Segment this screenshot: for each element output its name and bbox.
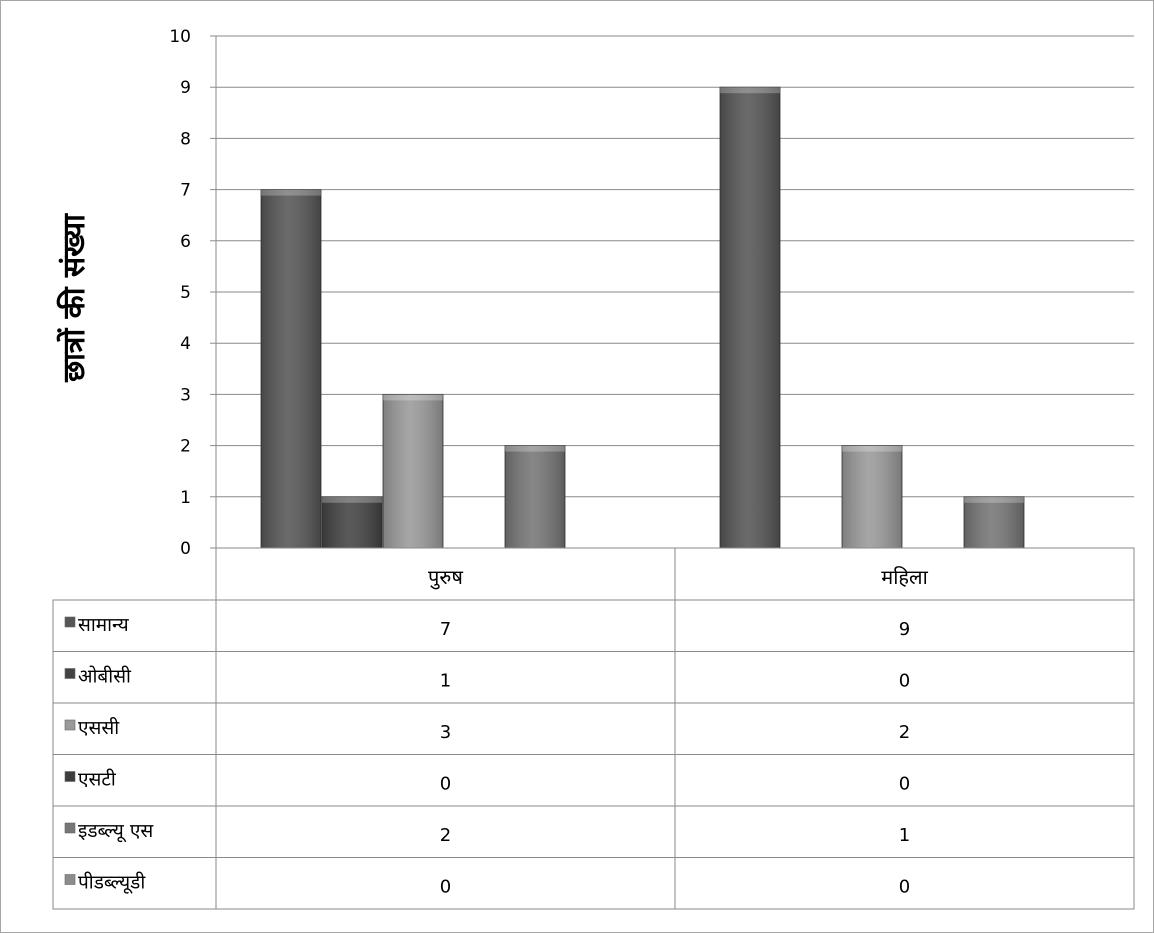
table-value: 0	[899, 671, 910, 692]
y-tick-label: 0	[180, 539, 191, 559]
category-label: महिला	[881, 565, 928, 589]
table-value: 1	[899, 825, 910, 846]
table-value: 0	[440, 774, 451, 795]
legend-swatch	[64, 616, 76, 628]
bar-cap	[261, 189, 321, 196]
table-row	[52, 702, 1135, 755]
bar-cap	[322, 496, 382, 503]
table-value: 0	[440, 877, 451, 898]
bar-shading	[261, 189, 321, 548]
bar-shading	[383, 394, 443, 548]
y-tick-label: 8	[180, 129, 191, 149]
y-tick-label: 4	[180, 334, 191, 354]
legend-label: एसटी	[78, 768, 117, 791]
legend-swatch	[64, 822, 76, 834]
bar-shading	[505, 445, 565, 548]
y-tick-label: 7	[180, 181, 191, 201]
legend-label: एससी	[78, 716, 120, 739]
table-row	[52, 754, 1135, 807]
table-value: 9	[899, 619, 910, 640]
y-axis-title: छात्रों की संख्या	[56, 213, 92, 383]
table-row	[52, 599, 1135, 652]
table-value: 3	[440, 722, 451, 743]
legend-swatch	[64, 668, 76, 679]
table-value: 2	[899, 722, 910, 743]
table-row	[52, 805, 1135, 858]
table-value: 1	[440, 671, 451, 692]
bar-shading	[322, 496, 382, 548]
table-value: 7	[440, 619, 451, 640]
legend-label: पीडब्ल्यूडी	[78, 871, 146, 895]
legend-label: इडब्ल्यू एस	[78, 820, 154, 843]
y-tick-label: 9	[180, 78, 191, 98]
y-tick-label: 2	[180, 437, 191, 457]
bar-cap	[383, 394, 443, 401]
y-tick-label: 5	[180, 283, 191, 303]
legend-swatch	[64, 771, 76, 782]
y-tick-label: 3	[180, 385, 191, 405]
table-value: 0	[899, 774, 910, 795]
legend-swatch	[64, 874, 76, 885]
legend-label: ओबीसी	[78, 665, 132, 688]
y-tick-label: 1	[180, 488, 191, 508]
bar-shading	[842, 445, 902, 548]
table-value: 2	[440, 825, 451, 846]
table-value: 0	[899, 877, 910, 898]
bar-cap	[505, 445, 565, 452]
table-row	[52, 857, 1135, 910]
y-tick-label: 10	[169, 27, 191, 47]
bar-cap	[842, 445, 902, 452]
bar-cap	[964, 496, 1024, 503]
bar-shading	[720, 87, 780, 548]
bar-shading	[964, 496, 1024, 548]
y-tick-label: 6	[180, 232, 191, 252]
bar-cap	[720, 87, 780, 94]
table-row	[52, 651, 1135, 704]
legend-label: सामान्य	[78, 614, 130, 636]
legend-swatch	[64, 719, 76, 731]
category-label: पुरुष	[428, 565, 463, 590]
